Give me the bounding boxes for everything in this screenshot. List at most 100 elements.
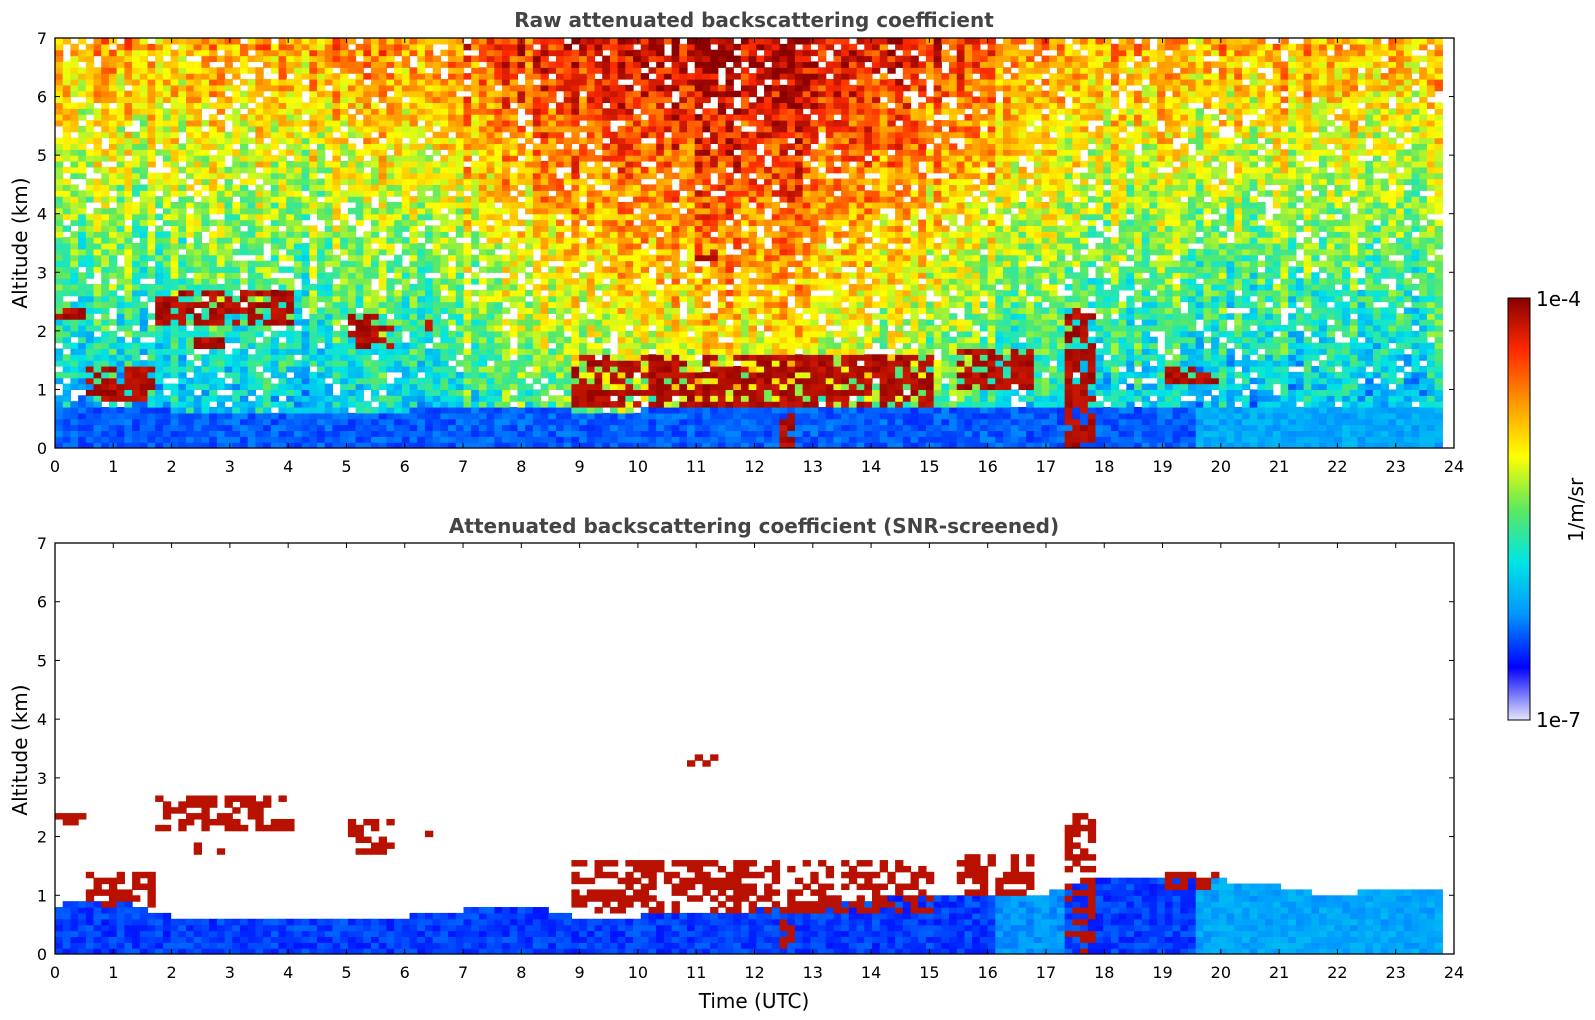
heatmap-cell xyxy=(378,412,388,420)
heatmap-cell xyxy=(309,202,318,209)
heatmap-cell xyxy=(571,96,580,104)
heatmap-cell xyxy=(324,330,334,338)
heatmap-cell xyxy=(509,137,519,145)
heatmap-cell xyxy=(286,202,295,209)
heatmap-cell xyxy=(579,272,588,279)
heatmap-cell xyxy=(70,348,79,355)
heatmap-cell xyxy=(409,166,418,174)
heatmap-cell xyxy=(124,266,133,273)
heatmap-cell xyxy=(509,38,519,45)
heatmap-cell xyxy=(108,225,118,232)
heatmap-cell xyxy=(247,178,256,186)
heatmap-cell xyxy=(401,190,411,197)
heatmap-cell xyxy=(62,196,72,203)
heatmap-cell xyxy=(494,102,503,109)
heatmap-cell xyxy=(170,178,179,186)
heatmap-cell xyxy=(224,301,233,309)
heatmap-cell xyxy=(509,424,519,432)
heatmap-cell xyxy=(70,79,79,86)
heatmap-cell xyxy=(132,55,141,63)
heatmap-cell xyxy=(525,418,534,426)
heatmap-cell xyxy=(278,342,287,350)
heatmap-cell xyxy=(555,149,565,156)
heatmap-cell xyxy=(201,442,210,448)
heatmap-cell xyxy=(224,114,233,121)
heatmap-cell xyxy=(309,248,318,256)
heatmap-cell xyxy=(663,184,673,191)
heatmap-cell xyxy=(116,114,125,121)
heatmap-cell xyxy=(571,254,580,262)
heatmap-cell xyxy=(347,412,357,420)
heatmap-cell xyxy=(463,325,472,332)
heatmap-cell xyxy=(586,342,596,350)
heatmap-cell xyxy=(85,272,95,279)
heatmap-cell xyxy=(633,401,642,408)
heatmap-cell xyxy=(85,178,95,186)
heatmap-cell xyxy=(101,371,110,379)
heatmap-cell xyxy=(463,336,472,344)
heatmap-cell xyxy=(116,424,125,432)
heatmap-cell xyxy=(625,407,634,414)
heatmap-cell xyxy=(162,190,172,197)
heatmap-cell xyxy=(155,330,164,338)
heatmap-cell xyxy=(116,442,125,448)
heatmap-cell xyxy=(193,354,203,361)
heatmap-cell xyxy=(432,383,441,391)
heatmap-cell xyxy=(332,307,341,314)
heatmap-cell xyxy=(286,120,295,127)
heatmap-cell xyxy=(270,131,280,139)
heatmap-cell xyxy=(62,166,72,174)
heatmap-cell xyxy=(216,237,226,244)
heatmap-cell xyxy=(309,442,318,448)
heatmap-cell xyxy=(617,149,626,156)
heatmap-cell xyxy=(301,149,310,156)
heatmap-cell xyxy=(563,149,572,156)
heatmap-cell xyxy=(525,342,534,350)
heatmap-cell xyxy=(332,395,341,402)
heatmap-cell xyxy=(579,137,588,145)
heatmap-cell xyxy=(301,330,310,338)
heatmap-cell xyxy=(355,49,364,57)
heatmap-cell xyxy=(347,319,357,326)
heatmap-cell xyxy=(432,161,441,168)
heatmap-cell xyxy=(201,301,210,309)
heatmap-cell xyxy=(633,289,642,297)
heatmap-cell xyxy=(155,289,164,297)
heatmap-cell xyxy=(640,260,650,268)
heatmap-cell xyxy=(363,202,372,209)
heatmap-cell xyxy=(471,184,480,191)
heatmap-cell xyxy=(363,55,372,63)
heatmap-cell xyxy=(209,377,218,385)
heatmap-cell xyxy=(633,330,642,338)
heatmap-cell xyxy=(555,442,565,448)
heatmap-cell xyxy=(170,155,179,162)
heatmap-cell xyxy=(440,137,449,145)
heatmap-cell xyxy=(270,424,280,432)
heatmap-cell xyxy=(132,161,141,168)
heatmap-cell xyxy=(440,243,449,250)
heatmap-cell xyxy=(70,325,79,332)
heatmap-cell xyxy=(455,55,465,63)
heatmap-cell xyxy=(270,278,280,285)
heatmap-cell xyxy=(394,366,403,373)
heatmap-cell xyxy=(293,371,303,379)
heatmap-cell xyxy=(108,149,118,156)
heatmap-cell xyxy=(532,342,542,350)
heatmap-cell xyxy=(239,325,249,332)
heatmap-cell xyxy=(224,202,233,209)
heatmap-cell xyxy=(471,254,480,262)
heatmap-cell xyxy=(216,137,226,145)
heatmap-cell xyxy=(170,143,179,150)
heatmap-cell xyxy=(571,313,580,320)
heatmap-cell xyxy=(270,114,280,121)
heatmap-cell xyxy=(471,207,480,215)
heatmap-cell xyxy=(232,307,241,314)
heatmap-cell xyxy=(509,319,519,326)
heatmap-cell xyxy=(579,190,588,197)
heatmap-cell xyxy=(93,348,102,355)
heatmap-cell xyxy=(347,178,357,186)
heatmap-cell xyxy=(209,196,218,203)
heatmap-cell xyxy=(555,424,565,432)
heatmap-cell xyxy=(232,319,241,326)
heatmap-cell xyxy=(139,254,149,262)
